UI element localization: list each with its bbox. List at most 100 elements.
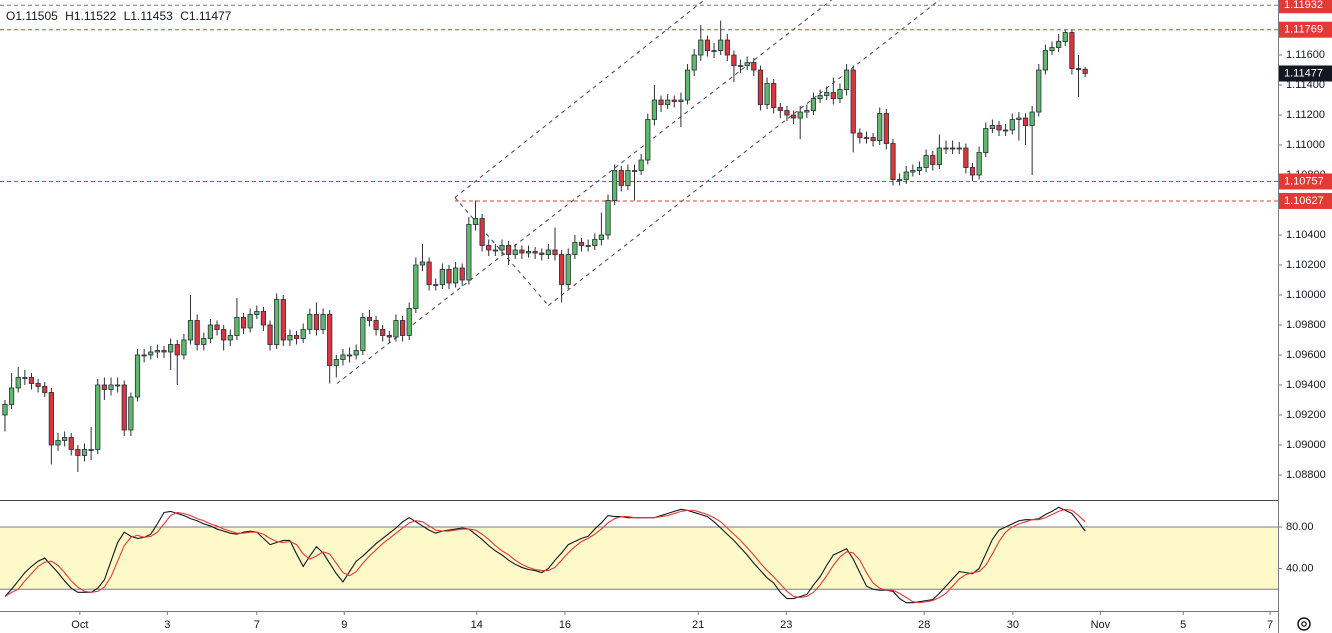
candle-body <box>386 335 392 338</box>
candle-body <box>923 155 929 168</box>
x-tick-label: 28 <box>918 619 930 631</box>
open-label: O1.11505 <box>6 9 58 23</box>
x-tick-label: 21 <box>692 619 704 631</box>
candle-body <box>492 249 498 252</box>
x-tick-label: 23 <box>780 619 792 631</box>
level-label: 1.11932 <box>1284 0 1323 11</box>
candle-body <box>525 251 532 254</box>
candle-body <box>287 335 293 341</box>
y-tick-label: 1.10400 <box>1286 229 1326 241</box>
candle-body <box>1062 32 1068 42</box>
candle-body <box>247 314 253 329</box>
candle-body <box>598 234 604 240</box>
candle-body <box>214 324 220 330</box>
level-label-box <box>1279 0 1332 14</box>
candle-body <box>446 269 452 284</box>
candle-body <box>897 179 903 181</box>
candle-body <box>81 449 88 456</box>
candle-body <box>366 317 373 321</box>
x-tick-label: 14 <box>471 619 483 631</box>
candle-body <box>459 267 465 281</box>
candle-body <box>221 329 227 341</box>
x-tick-label: 3 <box>164 619 170 631</box>
candle-body <box>771 83 777 108</box>
candle-body <box>744 62 750 66</box>
low-label: L1.11453 <box>124 9 173 23</box>
candle-body <box>274 299 280 345</box>
trend-line <box>548 0 941 306</box>
candle-body <box>22 377 28 379</box>
candle-body <box>300 329 306 339</box>
candle-body <box>327 314 333 366</box>
candle-body <box>751 62 757 71</box>
level-label: 1.11769 <box>1284 24 1323 36</box>
candle-body <box>506 245 512 255</box>
candle-body <box>930 155 936 165</box>
candle-body <box>737 65 744 67</box>
candle-body <box>426 261 432 285</box>
band-fill <box>0 526 1278 590</box>
settings-icon[interactable] <box>1297 617 1311 631</box>
candle-body <box>8 387 15 405</box>
candle-body <box>42 386 48 393</box>
candle-body <box>903 171 909 180</box>
candle-body <box>883 113 889 144</box>
candle-body <box>963 147 969 168</box>
candle-body <box>916 167 923 171</box>
candle-body <box>1016 117 1022 120</box>
candle-body <box>108 384 114 390</box>
candle-body <box>797 111 803 119</box>
candle-body <box>631 170 638 172</box>
candle-body <box>651 99 658 120</box>
candle-body <box>472 218 479 225</box>
candle-body <box>605 200 611 236</box>
candle-body <box>293 335 300 339</box>
candle-body <box>35 383 41 387</box>
candle-body <box>227 335 233 341</box>
gear-outer <box>1297 617 1311 631</box>
x-tick-label: 16 <box>559 619 571 631</box>
candle-body <box>691 54 697 71</box>
candle-body <box>625 170 631 186</box>
y-tick-label: 1.09400 <box>1286 379 1326 391</box>
y-tick-label: 40.00 <box>1286 562 1314 574</box>
candle-body <box>75 449 81 456</box>
y-tick-label: 1.11000 <box>1286 139 1325 151</box>
candle-body <box>187 320 194 341</box>
candle-body <box>413 264 419 309</box>
gear-inner <box>1301 621 1307 627</box>
candle-body <box>1069 32 1075 69</box>
y-tick-label: 1.09600 <box>1286 349 1326 361</box>
candle-body <box>168 344 174 353</box>
candle-body <box>1082 68 1088 74</box>
candle-body <box>592 239 598 246</box>
plot-layer <box>0 0 1278 604</box>
candle-body <box>234 317 240 336</box>
candle-body <box>843 69 850 90</box>
candle-body <box>486 245 492 251</box>
candle-body <box>95 384 101 450</box>
candle-body <box>532 251 538 254</box>
candle-body <box>346 354 353 357</box>
candle-body <box>88 449 94 451</box>
candle-body <box>565 254 571 285</box>
stoch-line <box>4 508 1086 604</box>
candle-body <box>2 404 8 416</box>
y-tick-label: 80.00 <box>1286 521 1314 533</box>
y-tick-label: 1.10000 <box>1286 289 1326 301</box>
candle-body <box>439 269 445 285</box>
candle-body <box>983 128 989 153</box>
candle-body <box>1022 117 1029 126</box>
candle-body <box>1042 50 1048 71</box>
candle-body <box>1049 47 1055 51</box>
candle-body <box>28 377 35 384</box>
candle-body <box>936 147 942 165</box>
candle-body <box>62 437 68 441</box>
candle-body <box>724 39 730 56</box>
y-tick-label: 1.08800 <box>1286 469 1326 481</box>
candle-body <box>360 317 366 351</box>
y-tick-label: 1.11200 <box>1286 109 1325 121</box>
candle-body <box>863 137 870 139</box>
x-tick-label: Nov <box>1091 619 1111 631</box>
